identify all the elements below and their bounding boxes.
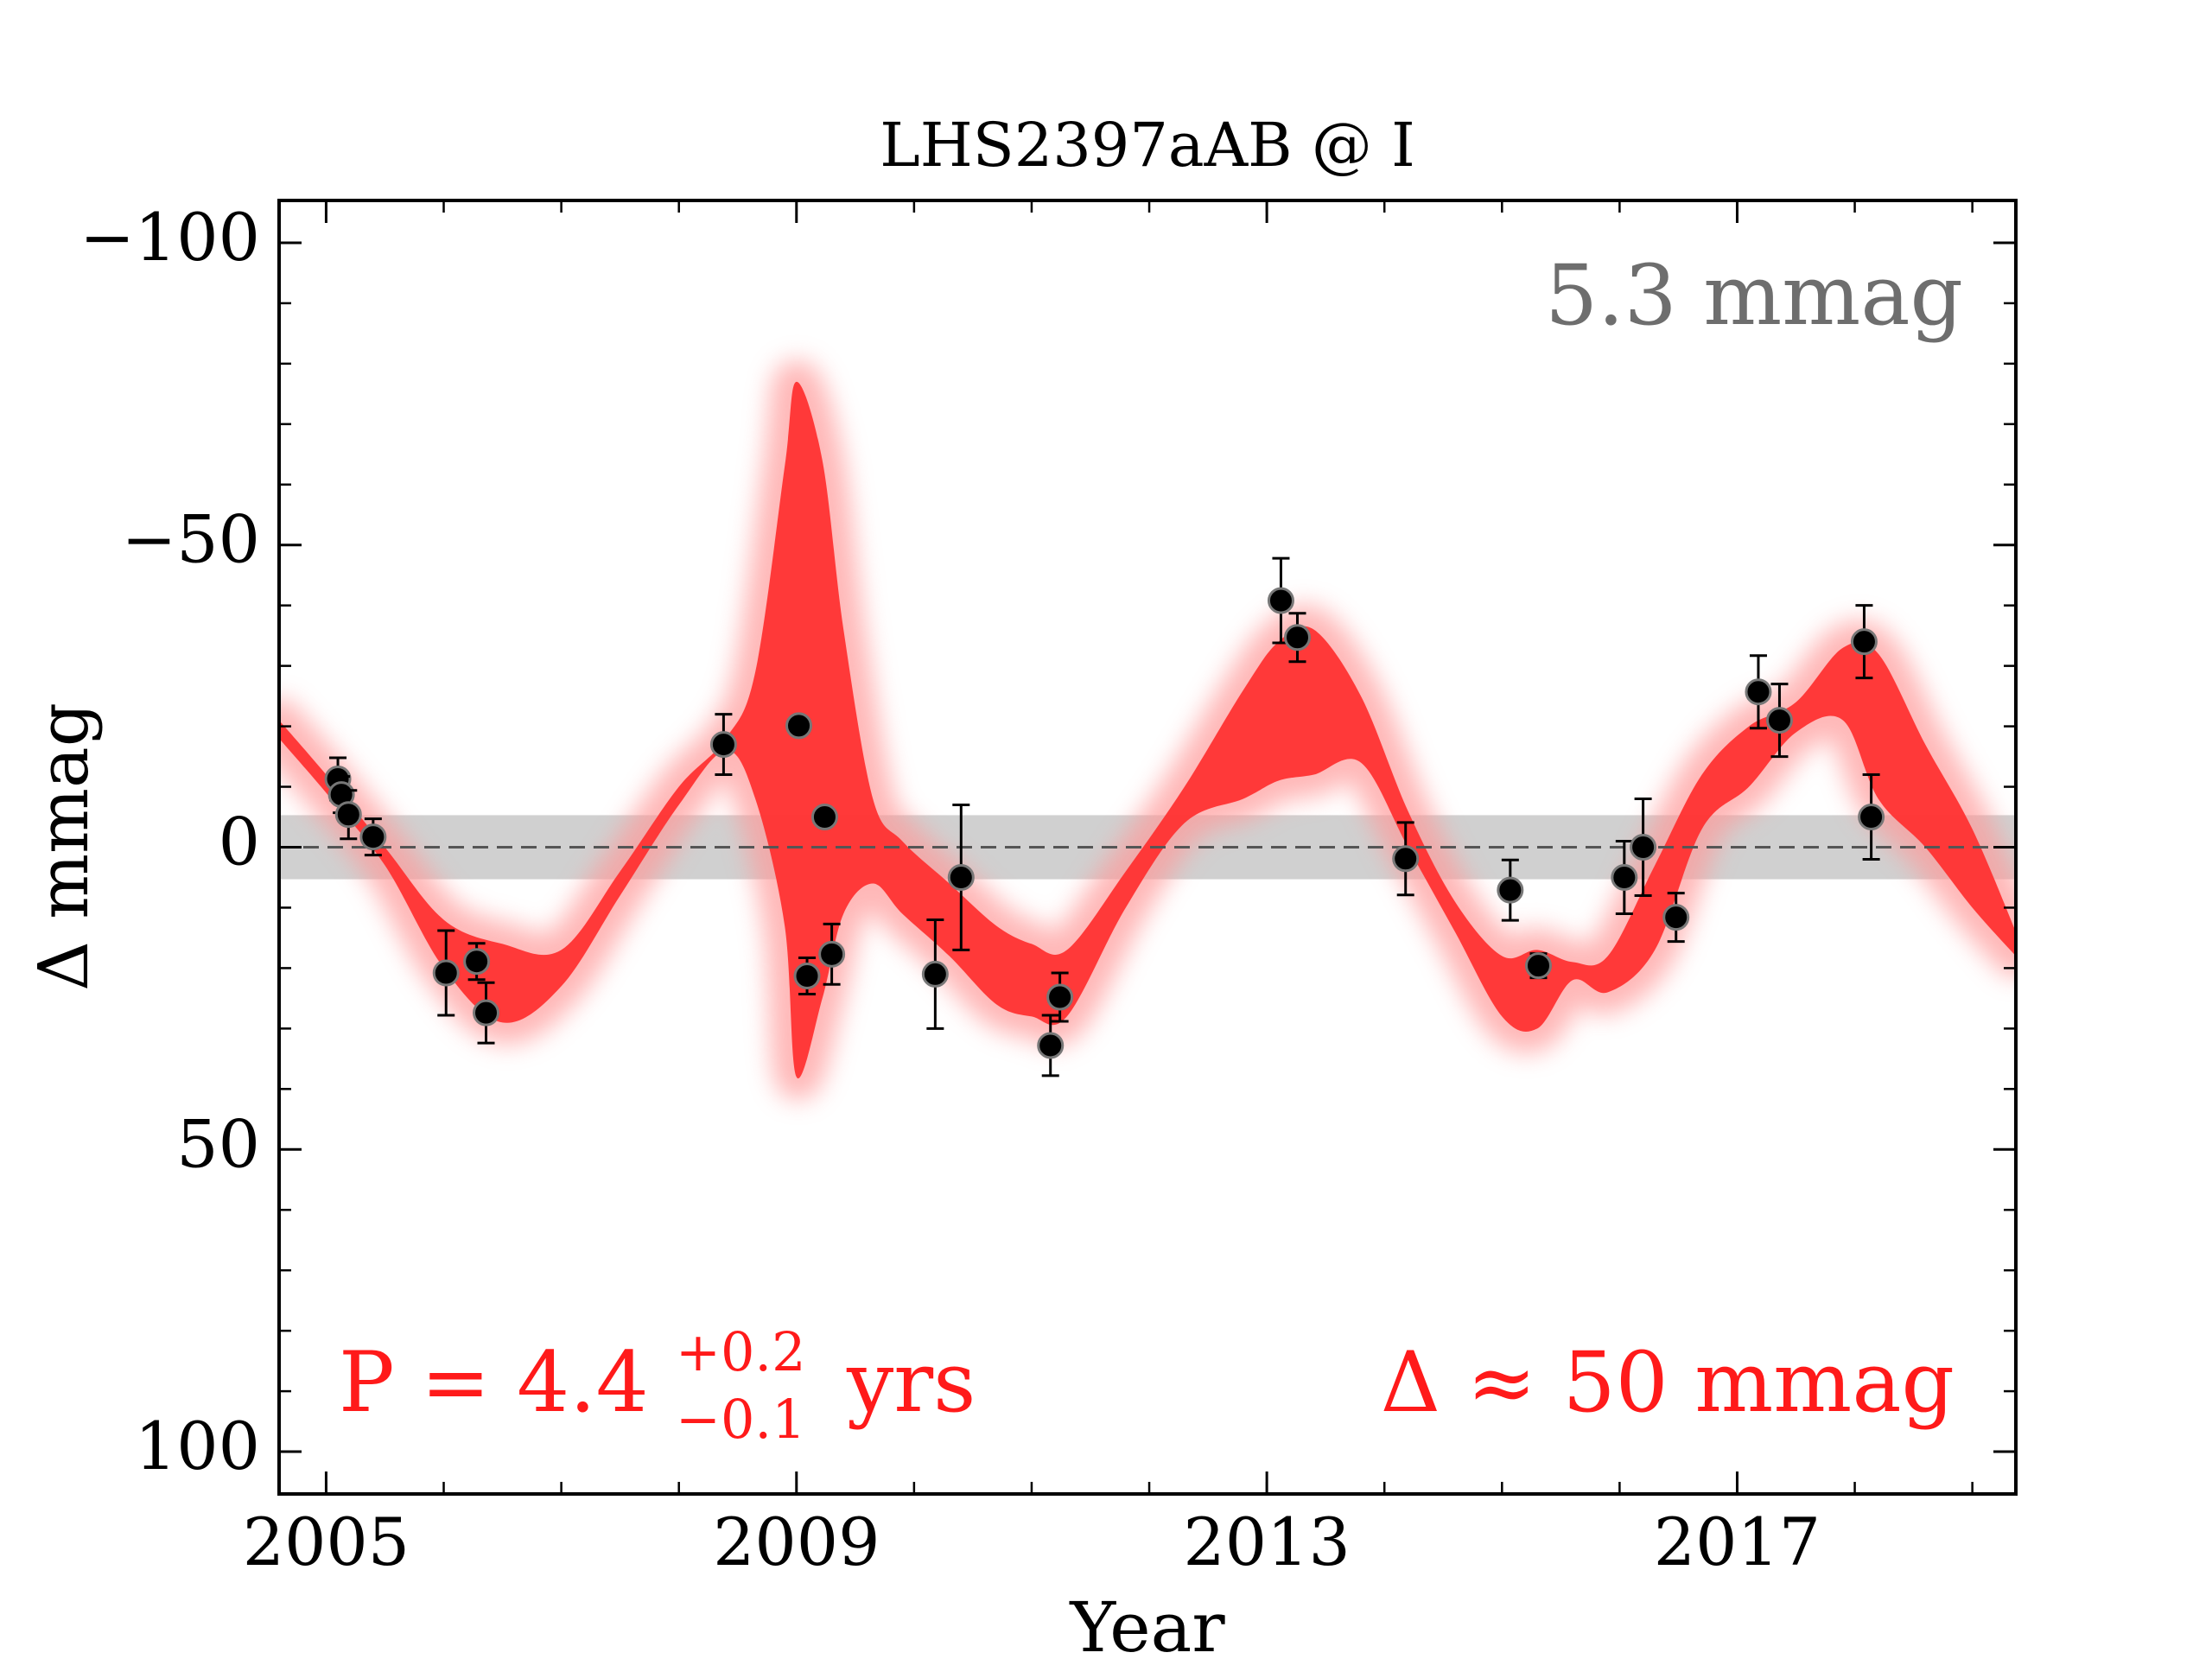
- x-axis-label: Year: [1069, 1587, 1225, 1659]
- data-point: [785, 712, 813, 740]
- data-point: [473, 999, 500, 1027]
- data-point: [1611, 863, 1638, 891]
- period-unit: yrs: [846, 1334, 976, 1431]
- data-point: [810, 804, 838, 831]
- y-tick-label: 0: [219, 804, 260, 880]
- data-point: [359, 823, 387, 851]
- period-plus: +0.2: [676, 1320, 806, 1383]
- data-point: [1630, 834, 1657, 861]
- data-point: [1392, 845, 1420, 873]
- data-point: [1497, 876, 1524, 904]
- period-label: P = 4.4: [339, 1334, 649, 1431]
- x-tick-label: 2013: [1183, 1503, 1350, 1580]
- data-point: [947, 863, 975, 891]
- period-minus: −0.1: [676, 1388, 806, 1451]
- noise-label: 5.3 mmag: [1545, 247, 1963, 344]
- y-tick-label: 100: [135, 1408, 260, 1484]
- y-axis-label: Δ mmag: [23, 702, 104, 991]
- data-point: [1046, 983, 1074, 1011]
- data-point: [818, 940, 846, 968]
- data-point: [921, 960, 949, 988]
- y-tick-label: −100: [79, 199, 260, 276]
- data-point: [1284, 624, 1312, 652]
- chart-title: LHS2397aAB @ I: [880, 110, 1415, 181]
- y-tick-label: −50: [122, 501, 260, 578]
- data-point: [793, 963, 821, 990]
- data-point: [1745, 678, 1772, 706]
- data-point: [1662, 904, 1690, 931]
- data-point: [1765, 707, 1793, 734]
- data-point: [1858, 804, 1885, 831]
- x-tick-label: 2017: [1654, 1503, 1821, 1580]
- x-tick-label: 2005: [243, 1503, 410, 1580]
- data-point: [709, 731, 737, 759]
- data-point: [432, 959, 460, 987]
- data-point: [463, 948, 491, 976]
- model-band: [279, 381, 2016, 1079]
- amplitude-label: Δ ≈ 50 mmag: [1381, 1334, 1955, 1431]
- data-point: [1267, 587, 1294, 614]
- y-tick-label: 50: [176, 1105, 260, 1182]
- data-point: [1850, 628, 1878, 656]
- plot-area: [279, 359, 2016, 1101]
- x-tick-label: 2009: [713, 1503, 880, 1580]
- data-point: [1524, 952, 1552, 980]
- data-point: [334, 801, 362, 829]
- data-point: [1037, 1032, 1065, 1059]
- overlay: 2005 2009 2013 2017 −100 −50 0 50 100 5.3 mmag P =…: [79, 199, 2018, 1580]
